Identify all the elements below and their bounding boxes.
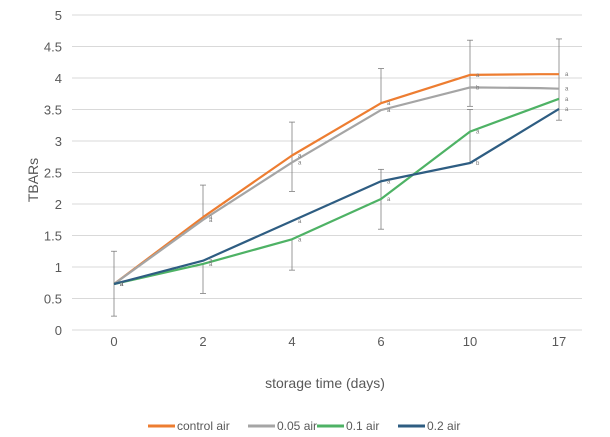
data-label: a — [298, 219, 302, 225]
y-tick-label: 3.5 — [44, 103, 62, 118]
series-line — [113, 73, 559, 285]
error-bars — [111, 38, 562, 317]
data-label: a — [298, 153, 302, 159]
y-tick-label: 1 — [55, 260, 62, 275]
x-tick-label: 6 — [377, 334, 384, 349]
x-tick-label: 17 — [552, 334, 566, 349]
series-line — [113, 86, 560, 285]
data-label: b — [476, 85, 480, 91]
legend: control air 0.05 air 0.1 air 0.2 air — [148, 419, 460, 433]
data-label: b — [476, 161, 480, 167]
legend-label: 0.2 air — [427, 419, 460, 433]
y-tick-label: 5 — [55, 8, 62, 23]
y-tick-label: 0.5 — [44, 292, 62, 307]
data-label: a — [565, 97, 569, 103]
data-label: a — [387, 108, 391, 114]
legend-label: 0.05 air — [277, 419, 317, 433]
data-label: a — [209, 215, 213, 221]
x-axis-title: storage time (days) — [265, 375, 385, 391]
data-label: a — [565, 107, 569, 113]
x-tick-label: 10 — [463, 334, 477, 349]
y-tick-label: 4.5 — [44, 40, 62, 55]
gridlines — [72, 14, 582, 331]
data-label: a — [209, 262, 213, 268]
data-label: a — [209, 218, 213, 224]
data-label: a — [387, 179, 391, 185]
data-label: a — [387, 101, 391, 107]
y-tick-label: 3 — [55, 134, 62, 149]
legend-label: control air — [177, 419, 230, 433]
data-label: a — [120, 282, 124, 288]
x-tick-label: 0 — [110, 334, 117, 349]
x-axis-ticks: 0 2 4 6 10 17 — [110, 334, 566, 349]
y-axis-title: TBARs — [25, 158, 41, 202]
y-tick-label: 2 — [55, 197, 62, 212]
data-label: a — [565, 72, 569, 78]
data-label: a — [298, 237, 302, 243]
data-label: a — [387, 197, 391, 203]
x-tick-label: 2 — [199, 334, 206, 349]
y-tick-label: 1.5 — [44, 229, 62, 244]
data-label: a — [120, 282, 124, 288]
data-label: a — [476, 130, 480, 136]
y-tick-label: 2.5 — [44, 166, 62, 181]
data-label: a — [476, 73, 480, 79]
legend-label: 0.1 air — [346, 419, 379, 433]
series-line — [113, 107, 560, 286]
y-axis-ticks: 0 0.5 1 1.5 2 2.5 3 3.5 4 4.5 5 — [44, 8, 62, 338]
data-label: a — [565, 87, 569, 93]
series-line — [113, 97, 560, 286]
x-tick-label: 4 — [288, 334, 295, 349]
data-label: a — [209, 259, 213, 265]
data-label: a — [120, 282, 124, 288]
data-label: a — [298, 160, 302, 166]
y-tick-label: 0 — [55, 323, 62, 338]
data-label: a — [120, 282, 124, 288]
y-tick-label: 4 — [55, 71, 62, 86]
series-lines — [113, 73, 560, 286]
